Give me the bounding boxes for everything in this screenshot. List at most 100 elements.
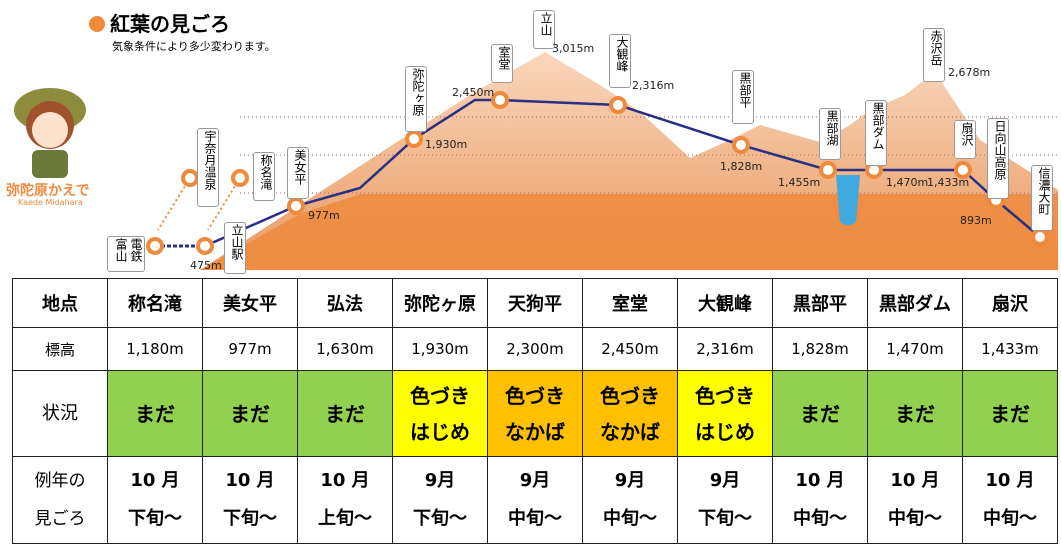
- station: [196, 237, 214, 255]
- station-label: 黒部湖: [819, 108, 841, 160]
- station-label: 称名滝: [253, 152, 275, 201]
- header-cell: 黒部平: [772, 278, 868, 328]
- table-row: 標高 1,180m 977m 1,630m 1,930m 2,300m 2,450m 2,31…: [12, 327, 1058, 371]
- status-cell: まだ: [107, 370, 203, 457]
- station: [231, 169, 249, 187]
- elevation-cell: 1,470m: [867, 327, 963, 371]
- station-label: 黒部ダム: [865, 100, 887, 166]
- header-cell: 地点: [12, 278, 108, 328]
- elevation: 1,470m: [886, 176, 929, 189]
- lake: [836, 175, 860, 225]
- mascot-name: 弥陀原かえで: [6, 183, 90, 199]
- peak-cell: 9月 下旬〜: [392, 456, 488, 544]
- peak-cell: 10 月 下旬〜: [107, 456, 203, 544]
- table-row: 地点 称名滝 美女平 弘法 弥陀ヶ原 天狗平 室堂 大観峰 黒部平 黒部ダム 扇沢: [12, 278, 1058, 328]
- peak-cell: 9月 中旬〜: [582, 456, 678, 544]
- status-cell: 色づき はじめ: [392, 370, 488, 457]
- elevation: 1,455m: [778, 176, 821, 189]
- peak-cell: 10 月 中旬〜: [962, 456, 1058, 544]
- table-row: 状況 まだ まだ まだ 色づき はじめ 色づき なかば 色づき なかば 色づき はじめ まだ まだ…: [12, 370, 1058, 457]
- peak-cell: 9月 下旬〜: [677, 456, 773, 544]
- elevation-cell: 2,300m: [487, 327, 583, 371]
- subtitle: 気象条件により多少変わります。: [112, 40, 276, 53]
- elevation: 977m: [308, 209, 340, 222]
- station-label: 黒部平: [732, 70, 754, 124]
- elevation: 1,433m: [927, 176, 970, 189]
- peak-cell: 10 月 下旬〜: [202, 456, 298, 544]
- peak-cell: 9月 中旬〜: [487, 456, 583, 544]
- elevation-cell: 1,828m: [772, 327, 868, 371]
- station-label: 宇奈月温泉: [197, 128, 219, 207]
- station: [732, 136, 750, 154]
- title: 紅葉の見ごろ: [110, 12, 230, 36]
- status-cell: 色づき なかば: [582, 370, 678, 457]
- elevation: 893m: [960, 214, 992, 227]
- header-cell: 扇沢: [962, 278, 1058, 328]
- header-cell: 室堂: [582, 278, 678, 328]
- header-cell: 大観峰: [677, 278, 773, 328]
- elevation-cell: 1,433m: [962, 327, 1058, 371]
- status-cell: 色づき なかば: [487, 370, 583, 457]
- elevation: 3,015m: [552, 42, 595, 55]
- station: [405, 130, 423, 148]
- table-row: 例年の 見ごろ 10 月 下旬〜 10 月 下旬〜 10 月 上旬〜 9月 下旬〜 9月 …: [12, 456, 1058, 544]
- elevation-cell: 1,180m: [107, 327, 203, 371]
- peak-cell: 10 月 中旬〜: [772, 456, 868, 544]
- status-cell: まだ: [867, 370, 963, 457]
- mascot: [14, 88, 86, 178]
- elevation: 2,678m: [948, 66, 991, 79]
- branch: [207, 177, 241, 231]
- elevation-cell: 2,316m: [677, 327, 773, 371]
- station-label: 室堂: [491, 44, 513, 83]
- elevation-cell: 標高: [12, 327, 108, 371]
- status-cell: まだ: [202, 370, 298, 457]
- header-cell: 弥陀ヶ原: [392, 278, 488, 328]
- elevation: 2,450m: [452, 86, 495, 99]
- station: [819, 161, 837, 179]
- station-label: 電鉄富山: [107, 236, 145, 272]
- station: [954, 161, 972, 179]
- elevation-cell: 1,630m: [297, 327, 393, 371]
- station-label: 立山駅: [224, 222, 246, 274]
- title-dot: [89, 16, 105, 32]
- row-label: 状況: [12, 370, 108, 457]
- peak-cell: 10 月 中旬〜: [867, 456, 963, 544]
- station-label: 日向山高原: [987, 118, 1009, 199]
- station: [1031, 228, 1049, 246]
- elevation-cell: 1,930m: [392, 327, 488, 371]
- station-label: 美女平: [287, 147, 309, 199]
- status-cell: まだ: [297, 370, 393, 457]
- status-cell: まだ: [772, 370, 868, 457]
- header-cell: 美女平: [202, 278, 298, 328]
- status-cell: 色づき はじめ: [677, 370, 773, 457]
- station: [181, 169, 199, 187]
- elevation-cell: 2,450m: [582, 327, 678, 371]
- header-cell: 称名滝: [107, 278, 203, 328]
- elevation: 1,828m: [720, 160, 763, 173]
- station-label: 立山: [533, 10, 555, 49]
- station: [146, 237, 164, 255]
- station-label: 信濃大町: [1031, 165, 1053, 231]
- elevation-cell: 977m: [202, 327, 298, 371]
- elevation: 475m: [190, 259, 222, 272]
- status-cell: まだ: [962, 370, 1058, 457]
- station-label: 赤沢岳: [923, 28, 945, 82]
- route-diagram: [14, 16, 1058, 270]
- foliage-table: 地点 称名滝 美女平 弘法 弥陀ヶ原 天狗平 室堂 大観峰 黒部平 黒部ダム 扇沢 標高 1,180m 9…: [12, 278, 1058, 544]
- branch: [157, 177, 191, 231]
- station-label: 弥陀ヶ原: [405, 66, 427, 132]
- station: [491, 91, 509, 109]
- station: [609, 96, 627, 114]
- station: [287, 197, 305, 215]
- peak-cell: 10 月 上旬〜: [297, 456, 393, 544]
- mascot-romaji: Kaede Midahara: [18, 198, 83, 207]
- header-cell: 天狗平: [487, 278, 583, 328]
- row-label: 例年の 見ごろ: [12, 456, 108, 544]
- foreground: [200, 194, 1058, 270]
- station-label: 大観峰: [609, 34, 631, 88]
- station-label: 扇沢: [954, 120, 976, 159]
- header-cell: 弘法: [297, 278, 393, 328]
- elevation: 1,930m: [425, 138, 468, 151]
- elevation: 2,316m: [632, 79, 675, 92]
